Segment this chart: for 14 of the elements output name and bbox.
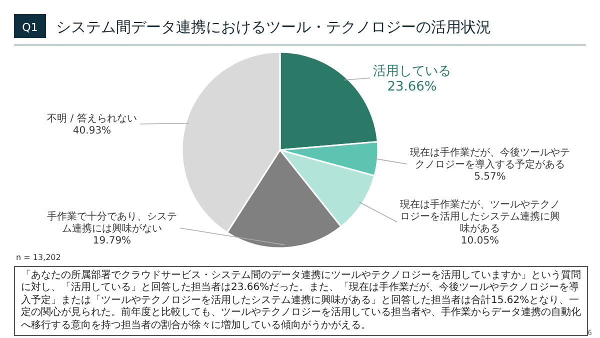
slice-label: 手作業で十分であり、システム連携には興味がない — [47, 210, 177, 234]
text: 「あなたの所属部署でクラウドサービス・システム間のデータ連携にツールやテクノロジーを活用していますか」という質問に対し、「活用している」と回答した担当者は23.66%だった。また、「現在は手作業だが、今後ツールやテクノロジーを導入予定」または「ツールやテクノロジーを活用したシステム連携に興味がある」と回答した担当者は合計15.62%となり、一定の関心が見られた。前年度と比較しても、ツールやテクノロジーを活用している担当者や、手作業からデータ連携の自動化へ移行する意向を持つ担当者の割合が徐々に増加している傾向がうかがえる。 — [14, 266, 588, 336]
data-label: 40.93% — [72, 126, 112, 136]
chart-title: システム間データ連携におけるツール・テクノロジーの活用状況 — [56, 18, 491, 36]
slice-label: 不明 / 答えられない — [47, 112, 137, 124]
text: n = 13,202 — [16, 253, 61, 262]
slice-label: 現在は手作業だが、今後ツールやテクノロジーを導入する予定がある — [410, 146, 570, 170]
data-label: 5.57% — [474, 172, 506, 182]
data-label: 23.66% — [387, 79, 437, 94]
slice-label: 現在は手作業だが、ツールやテクノロジーを活用したシステム連携に興味がある — [400, 198, 560, 234]
data-label: 19.79% — [92, 236, 132, 246]
text: Q1 — [22, 21, 38, 34]
slice-label: 活用している — [373, 64, 451, 79]
data-label: 10.05% — [460, 236, 500, 246]
